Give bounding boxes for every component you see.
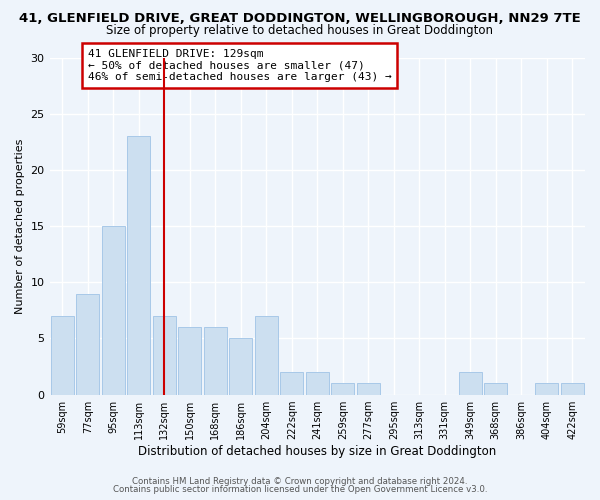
Bar [102,226,125,394]
Bar [153,316,176,394]
Bar [204,327,227,394]
Bar [484,384,507,394]
Bar [76,294,99,394]
Text: 41, GLENFIELD DRIVE, GREAT DODDINGTON, WELLINGBOROUGH, NN29 7TE: 41, GLENFIELD DRIVE, GREAT DODDINGTON, W… [19,12,581,26]
Bar [459,372,482,394]
Y-axis label: Number of detached properties: Number of detached properties [15,138,25,314]
Bar [229,338,252,394]
Text: Contains HM Land Registry data © Crown copyright and database right 2024.: Contains HM Land Registry data © Crown c… [132,477,468,486]
Bar [535,384,558,394]
Bar [280,372,303,394]
Bar [51,316,74,394]
Bar [357,384,380,394]
Bar [561,384,584,394]
Text: Size of property relative to detached houses in Great Doddington: Size of property relative to detached ho… [107,24,493,37]
Text: Contains public sector information licensed under the Open Government Licence v3: Contains public sector information licen… [113,485,487,494]
Bar [255,316,278,394]
Bar [331,384,354,394]
Text: 41 GLENFIELD DRIVE: 129sqm
← 50% of detached houses are smaller (47)
46% of semi: 41 GLENFIELD DRIVE: 129sqm ← 50% of deta… [88,49,392,82]
X-axis label: Distribution of detached houses by size in Great Doddington: Distribution of detached houses by size … [138,444,496,458]
Bar [127,136,150,394]
Bar [178,327,201,394]
Bar [306,372,329,394]
